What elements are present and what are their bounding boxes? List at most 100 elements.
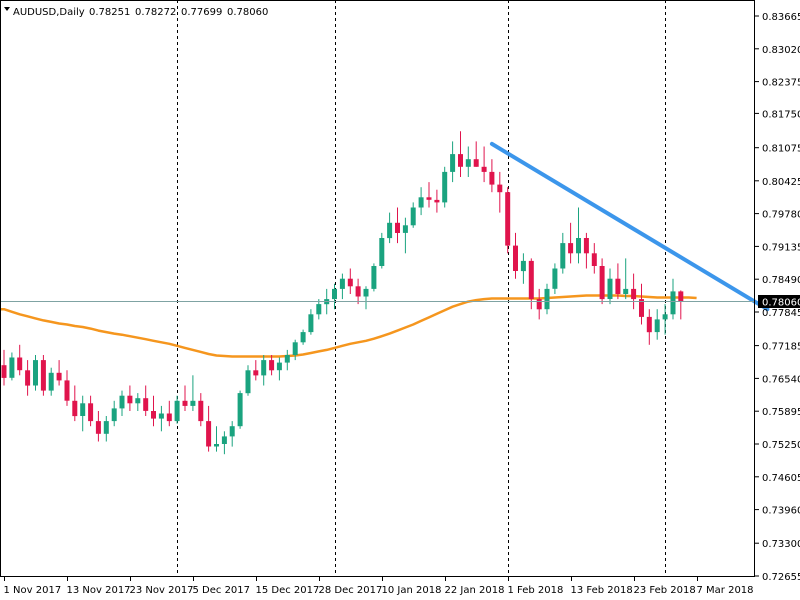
time-axis-label: 5 Dec 2017 bbox=[193, 585, 251, 596]
candle bbox=[316, 299, 322, 320]
candle-body-bullish bbox=[670, 291, 676, 315]
candle-body-bullish bbox=[402, 225, 408, 233]
candle bbox=[95, 411, 101, 442]
candle-body-bullish bbox=[174, 400, 180, 422]
candle bbox=[166, 400, 172, 427]
candle-body-bullish bbox=[332, 288, 337, 300]
candle bbox=[88, 395, 94, 427]
price-axis-label: 0.83020 bbox=[762, 45, 800, 56]
dropdown-triangle-icon[interactable] bbox=[4, 7, 10, 11]
candle bbox=[583, 232, 589, 269]
candle-body-bearish bbox=[646, 316, 652, 333]
price-axis-label: 0.75895 bbox=[762, 407, 800, 418]
candle-body-bearish bbox=[631, 288, 637, 300]
price-axis-label: 0.74605 bbox=[762, 473, 800, 484]
high-value: 0.78272 bbox=[135, 7, 176, 18]
candlestick-series bbox=[1, 131, 684, 455]
candle bbox=[568, 222, 574, 264]
candle bbox=[214, 426, 219, 452]
time-axis-label: 22 Jan 2018 bbox=[445, 585, 505, 596]
time-axis-label: 15 Dec 2017 bbox=[256, 585, 320, 596]
candle-body-bearish bbox=[17, 357, 23, 371]
candle-body-bearish bbox=[40, 360, 46, 391]
candle-body-bullish bbox=[544, 288, 550, 310]
candle bbox=[536, 288, 542, 320]
open-value: 0.78251 bbox=[89, 7, 130, 18]
candle bbox=[158, 405, 164, 432]
candle-body-bullish bbox=[229, 426, 235, 437]
candle bbox=[269, 355, 275, 376]
candle bbox=[1, 349, 7, 386]
current-price-badge: 0.78060 bbox=[758, 295, 800, 309]
candle bbox=[355, 278, 361, 305]
candle bbox=[505, 187, 511, 254]
candle bbox=[103, 416, 109, 442]
candle bbox=[339, 273, 345, 300]
candle-body-bullish bbox=[387, 222, 393, 239]
candle bbox=[80, 395, 86, 432]
time-axis-label: 1 Feb 2018 bbox=[508, 585, 564, 596]
candle-body-bearish bbox=[481, 166, 487, 172]
candle-body-bearish bbox=[166, 413, 172, 422]
candle bbox=[347, 268, 353, 294]
candle-body-bearish bbox=[1, 365, 7, 378]
candle-body-bearish bbox=[583, 238, 589, 254]
candle-body-bullish bbox=[135, 398, 141, 404]
candle bbox=[151, 395, 156, 427]
candle bbox=[119, 390, 125, 416]
candle-body-bearish bbox=[127, 395, 133, 404]
candle-body-bearish bbox=[206, 421, 212, 447]
candle-body-bullish bbox=[339, 278, 345, 289]
candle-body-bearish bbox=[25, 370, 31, 386]
price-axis-label: 0.80425 bbox=[762, 177, 800, 188]
candle bbox=[221, 431, 227, 455]
candle bbox=[245, 365, 251, 396]
price-axis-label: 0.78490 bbox=[762, 275, 800, 286]
candle-body-bearish bbox=[151, 411, 156, 419]
candle bbox=[458, 131, 463, 177]
candle bbox=[292, 339, 298, 361]
candle bbox=[276, 357, 282, 381]
candle-body-bullish bbox=[418, 197, 424, 208]
candle bbox=[662, 304, 668, 335]
trendline[interactable] bbox=[489, 141, 770, 312]
trendline-layer[interactable] bbox=[489, 141, 770, 312]
candle bbox=[229, 421, 235, 447]
candle-body-bearish bbox=[599, 266, 605, 300]
price-axis-label: 0.73960 bbox=[762, 506, 800, 517]
candle bbox=[552, 263, 558, 294]
candle bbox=[206, 405, 212, 452]
candle-body-bullish bbox=[33, 360, 38, 386]
candle-body-bearish bbox=[269, 360, 275, 371]
candle-body-bearish bbox=[458, 154, 463, 167]
candle-body-bearish bbox=[473, 159, 479, 167]
candle-body-bearish bbox=[64, 380, 70, 401]
candle bbox=[670, 278, 676, 320]
candle-body-bullish bbox=[190, 400, 196, 406]
low-value: 0.77699 bbox=[181, 7, 222, 18]
candle bbox=[520, 253, 526, 284]
candle bbox=[654, 309, 660, 340]
close-value: 0.78060 bbox=[227, 7, 268, 18]
candle bbox=[371, 263, 377, 292]
time-axis-label: 7 Mar 2018 bbox=[697, 585, 754, 596]
candle bbox=[17, 344, 23, 376]
candle bbox=[544, 283, 550, 315]
candle bbox=[450, 141, 456, 183]
candle bbox=[261, 355, 267, 386]
candle bbox=[72, 385, 78, 422]
candle-body-bullish bbox=[654, 319, 660, 333]
price-axis-label: 0.81750 bbox=[762, 109, 800, 120]
candle bbox=[599, 258, 605, 305]
candle-body-bullish bbox=[371, 266, 377, 289]
time-axis-label: 28 Dec 2017 bbox=[319, 585, 383, 596]
candle-body-bearish bbox=[513, 245, 518, 271]
candle-body-bullish bbox=[520, 260, 526, 272]
candle bbox=[9, 352, 15, 381]
candle bbox=[64, 370, 70, 406]
candle-body-bullish bbox=[308, 314, 314, 333]
price-axis[interactable]: 0.83665 0.83020 0.82375 0.81750 0.81075 0.804… bbox=[755, 12, 800, 583]
